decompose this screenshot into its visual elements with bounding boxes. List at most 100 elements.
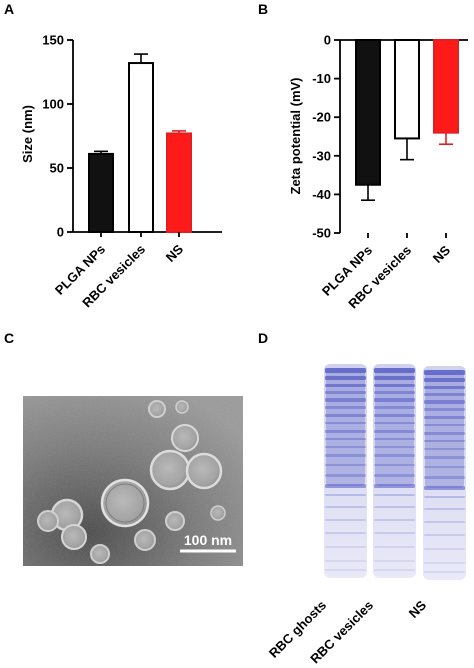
protein-band bbox=[374, 406, 415, 409]
y-tick-label: -10 bbox=[312, 71, 331, 86]
protein-band bbox=[424, 521, 465, 523]
x-tick-label: NS bbox=[430, 242, 454, 266]
bar bbox=[355, 39, 381, 186]
protein-band bbox=[325, 569, 366, 571]
protein-band bbox=[374, 368, 415, 373]
protein-band bbox=[374, 391, 415, 394]
y-axis-title: Size (nm) bbox=[20, 105, 35, 163]
panel-label-b: B bbox=[258, 1, 268, 17]
gel-lane-smear bbox=[425, 370, 464, 488]
y-tick-label: -20 bbox=[312, 110, 331, 125]
protein-band bbox=[325, 391, 366, 394]
protein-band bbox=[424, 378, 465, 382]
protein-band bbox=[424, 508, 465, 510]
panel-label-a: A bbox=[4, 1, 14, 17]
protein-band bbox=[374, 422, 415, 424]
protein-band bbox=[374, 454, 415, 457]
gel-lane bbox=[373, 364, 416, 578]
y-axis-title: Zeta potential (mV) bbox=[288, 77, 303, 194]
protein-band bbox=[424, 408, 465, 411]
protein-band bbox=[325, 384, 366, 387]
panel-label-c: C bbox=[4, 330, 14, 346]
protein-band bbox=[374, 506, 415, 508]
protein-band bbox=[424, 534, 465, 536]
vesicle-particles bbox=[37, 400, 226, 564]
protein-band bbox=[325, 546, 366, 548]
protein-band bbox=[325, 438, 366, 440]
protein-band bbox=[374, 494, 415, 496]
protein-band bbox=[374, 532, 415, 534]
y-tick-label: -40 bbox=[312, 187, 331, 202]
protein-band bbox=[374, 546, 415, 548]
protein-band bbox=[325, 484, 366, 488]
protein-band bbox=[424, 386, 465, 389]
gel-lane-smear bbox=[375, 368, 414, 486]
protein-band bbox=[325, 532, 366, 534]
protein-band bbox=[325, 506, 366, 508]
protein-band bbox=[374, 474, 415, 477]
protein-band bbox=[424, 496, 465, 498]
protein-band bbox=[374, 376, 415, 380]
protein-band bbox=[374, 569, 415, 571]
protein-band bbox=[424, 571, 465, 573]
protein-band bbox=[325, 494, 366, 496]
protein-band bbox=[424, 424, 465, 426]
protein-band bbox=[424, 448, 465, 450]
protein-band bbox=[424, 476, 465, 479]
bar bbox=[433, 39, 459, 134]
protein-band bbox=[374, 438, 415, 440]
scale-bar-label: 100 nm bbox=[184, 532, 232, 548]
protein-band bbox=[325, 414, 366, 417]
protein-band bbox=[325, 368, 366, 373]
protein-band bbox=[424, 456, 465, 459]
panel-label-d: D bbox=[258, 330, 268, 346]
protein-band bbox=[325, 422, 366, 424]
bar bbox=[394, 39, 420, 140]
protein-band bbox=[374, 430, 415, 433]
protein-band bbox=[325, 376, 366, 380]
protein-band bbox=[325, 406, 366, 409]
zeta-bar-chart: Zeta potential (mV) 0-10-20-30-40-50PLGA… bbox=[288, 33, 468, 311]
y-tick-label: -50 bbox=[312, 226, 331, 241]
protein-band bbox=[424, 486, 465, 490]
protein-band bbox=[424, 393, 465, 396]
bar bbox=[88, 152, 114, 233]
bar bbox=[128, 62, 154, 234]
protein-band bbox=[374, 560, 415, 562]
protein-band bbox=[374, 384, 415, 387]
protein-band bbox=[325, 474, 366, 477]
protein-band bbox=[374, 414, 415, 417]
protein-band bbox=[424, 562, 465, 564]
y-tick-label: 50 bbox=[50, 161, 64, 176]
y-tick-label: 150 bbox=[42, 33, 64, 48]
bar bbox=[166, 132, 192, 233]
y-tick-label: 0 bbox=[57, 225, 64, 240]
protein-band bbox=[325, 430, 366, 433]
protein-band bbox=[424, 416, 465, 419]
x-tick-label: NS bbox=[163, 241, 187, 265]
protein-band bbox=[374, 464, 415, 466]
protein-band bbox=[424, 466, 465, 468]
gel-lane-smear bbox=[326, 368, 365, 486]
gel-lane-label: NS bbox=[406, 597, 430, 621]
protein-band bbox=[374, 446, 415, 448]
protein-band bbox=[325, 446, 366, 448]
protein-band bbox=[325, 560, 366, 562]
gel-lane bbox=[423, 366, 466, 580]
protein-band bbox=[374, 484, 415, 488]
protein-band bbox=[424, 432, 465, 435]
protein-band bbox=[374, 398, 415, 402]
protein-band bbox=[374, 519, 415, 521]
y-tick-label: 100 bbox=[42, 97, 64, 112]
protein-band bbox=[325, 519, 366, 521]
protein-band bbox=[424, 548, 465, 550]
protein-band bbox=[325, 398, 366, 402]
protein-band bbox=[325, 464, 366, 466]
protein-band bbox=[325, 454, 366, 457]
tem-micrograph: 100 nm bbox=[23, 396, 243, 566]
y-tick-label: 0 bbox=[324, 33, 331, 48]
protein-band bbox=[424, 440, 465, 442]
